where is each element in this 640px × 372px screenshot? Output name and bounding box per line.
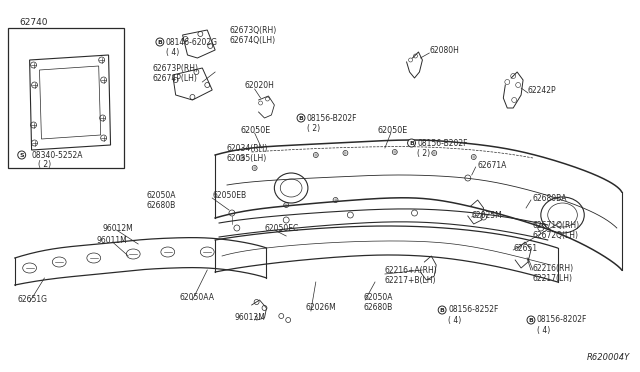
Text: 62217+B(LH): 62217+B(LH) [385,276,436,285]
Text: 62671A: 62671A [477,160,507,170]
Text: 62216(RH): 62216(RH) [533,263,574,273]
Text: 62242P: 62242P [528,86,557,94]
Circle shape [297,114,305,122]
Circle shape [408,139,415,147]
Text: B: B [440,308,445,312]
Text: 08156-8202F: 08156-8202F [537,315,588,324]
Text: R620004Y: R620004Y [588,353,630,362]
Text: 62680B: 62680B [363,304,392,312]
Text: 62034(RH): 62034(RH) [227,144,268,153]
Text: 08156-B202F: 08156-B202F [417,138,468,148]
Text: 62080H: 62080H [429,45,459,55]
Text: 62050A: 62050A [363,294,393,302]
Text: ( 2): ( 2) [38,160,51,169]
Text: 62050A: 62050A [146,190,175,199]
Text: 62651: 62651 [513,244,538,253]
Text: 62050AA: 62050AA [180,294,214,302]
Text: B: B [409,141,414,145]
Text: 96013M: 96013M [235,314,266,323]
Text: 62216+A(RH): 62216+A(RH) [385,266,438,275]
Text: 62651G: 62651G [18,295,48,305]
Text: 62672Q(LH): 62672Q(LH) [533,231,579,240]
Text: 08340-5252A: 08340-5252A [31,151,83,160]
Text: 62680B: 62680B [146,201,175,209]
Text: 62025M: 62025M [472,211,502,219]
Text: 62050EB: 62050EB [212,190,246,199]
Text: 62673P(RH): 62673P(RH) [153,64,199,73]
Text: 62674P(LH): 62674P(LH) [153,74,198,83]
Text: B: B [157,39,163,45]
Text: 62740: 62740 [20,17,48,26]
Text: 96011M: 96011M [97,235,127,244]
Circle shape [438,306,446,314]
Text: 62026M: 62026M [306,304,337,312]
Circle shape [18,151,26,159]
Text: B: B [299,115,303,121]
Text: 62050E: 62050E [377,125,407,135]
Text: 08156-8252F: 08156-8252F [448,305,499,314]
Circle shape [527,316,535,324]
Text: 62050EC: 62050EC [264,224,299,232]
Text: 62673Q(RH): 62673Q(RH) [230,26,277,35]
Bar [8,28,124,168]
Text: B: B [529,317,533,323]
Text: 62680BA: 62680BA [533,193,568,202]
Text: ( 4): ( 4) [166,48,179,57]
Text: 62050E: 62050E [241,125,271,135]
Text: 62217(LH): 62217(LH) [533,273,573,282]
Text: 08156-B202F: 08156-B202F [307,113,357,122]
Text: S: S [19,153,24,157]
Text: 96012M: 96012M [102,224,133,232]
Text: 62020H: 62020H [244,80,275,90]
Text: 08146-6202G: 08146-6202G [166,38,218,46]
Text: 62035(LH): 62035(LH) [227,154,268,163]
Text: 62674Q(LH): 62674Q(LH) [230,35,276,45]
Text: 62671Q(RH): 62671Q(RH) [533,221,580,230]
Circle shape [156,38,164,46]
Text: ( 4): ( 4) [448,315,461,324]
Text: ( 2): ( 2) [307,124,320,132]
Text: ( 4): ( 4) [537,326,550,334]
Text: ( 2): ( 2) [417,148,431,157]
